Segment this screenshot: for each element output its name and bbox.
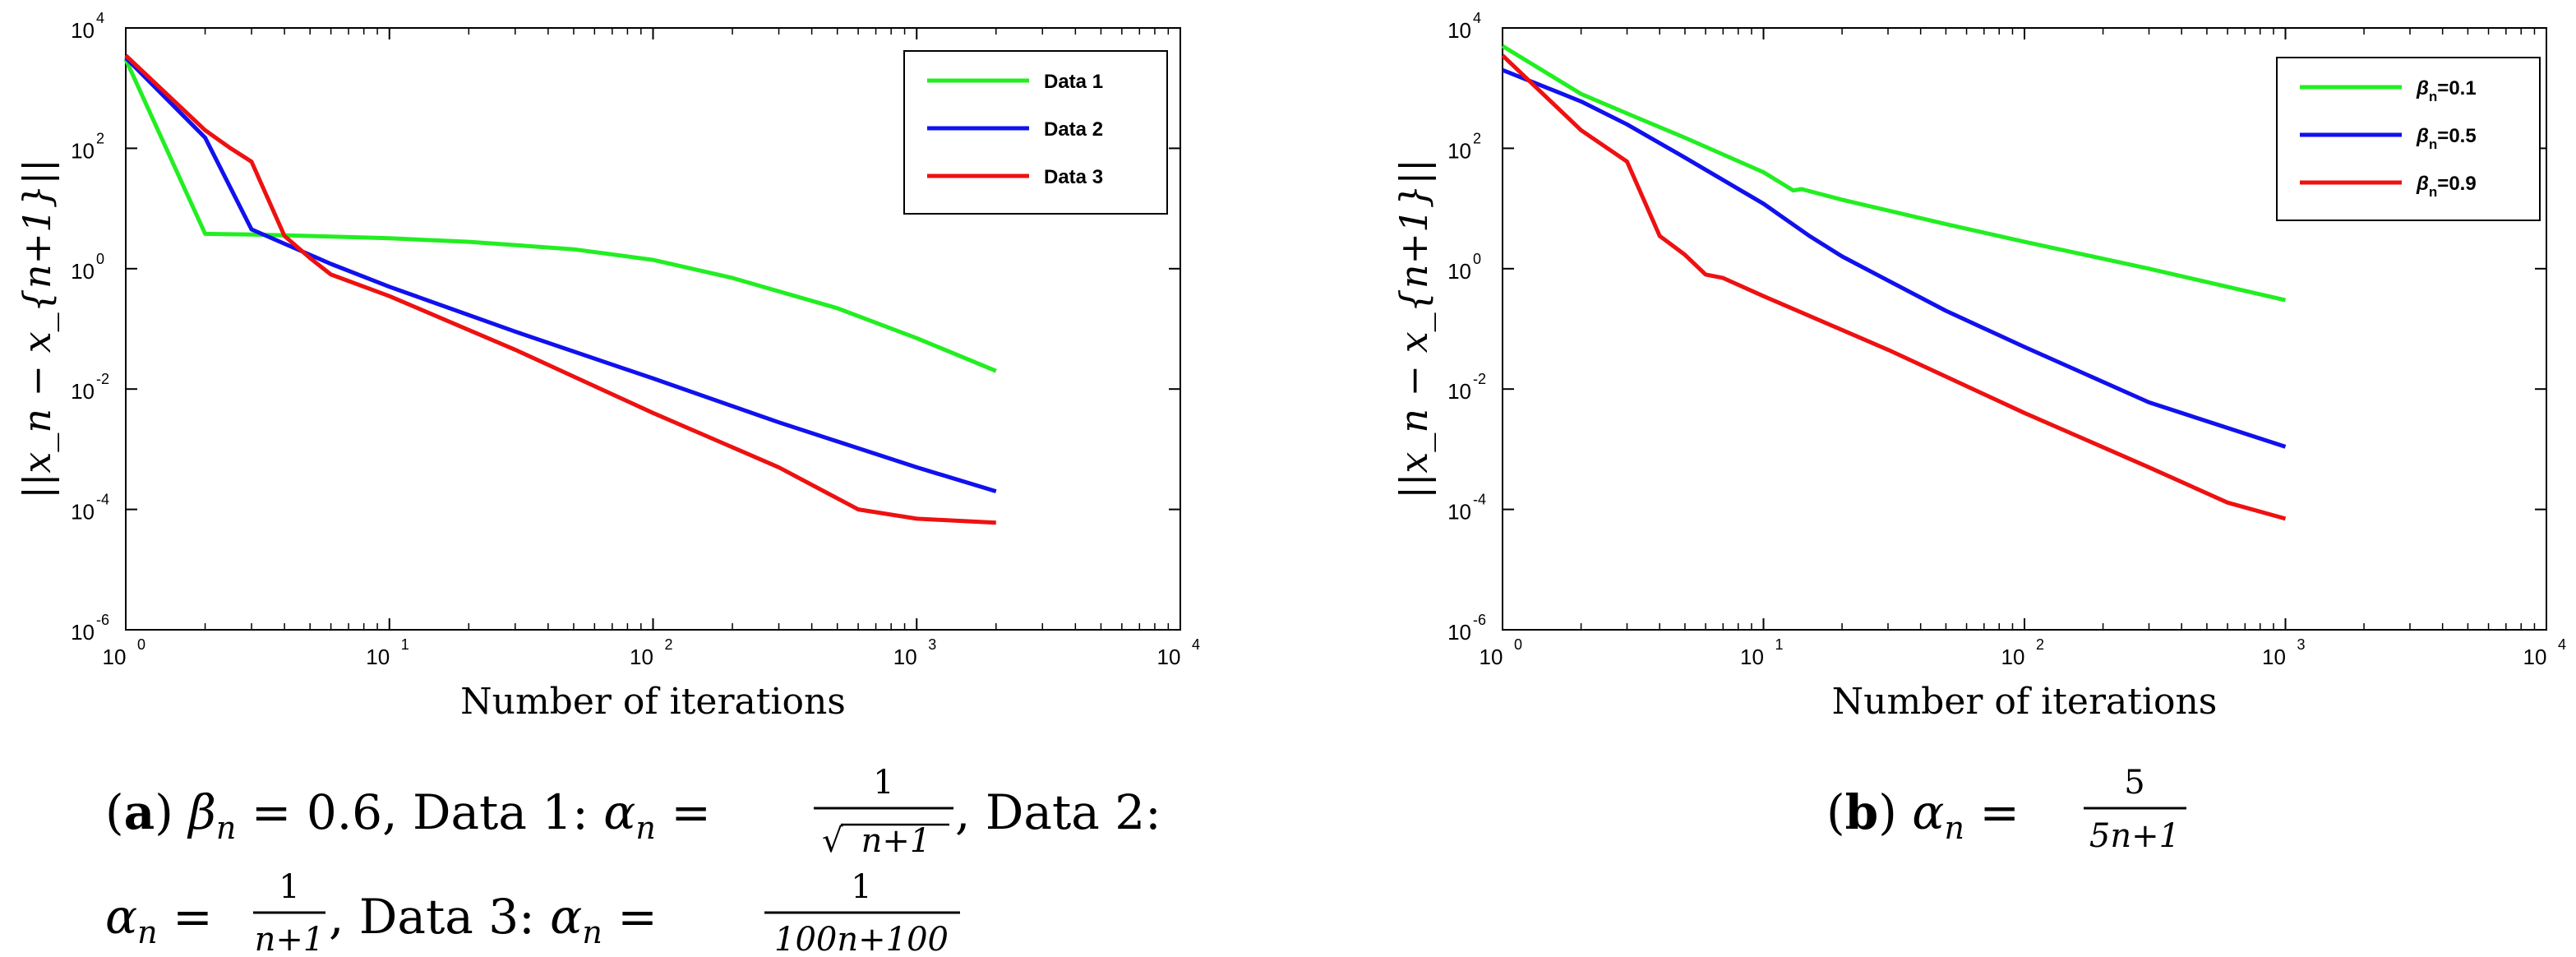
chart-a-y-tick-label: 10 (71, 620, 95, 645)
chart-a-series-line-1 (123, 58, 997, 373)
caption-b: (b) αn = 5 5n+1 (1826, 764, 2186, 855)
chart-b-y-axis-label: ||x_n − x_{n+1}|| (1392, 159, 1436, 498)
caption-a-frac3-den: 100n+100 (774, 921, 949, 957)
chart-a-series-line-2 (124, 56, 997, 493)
chart-a-x-tick-label-exp: 2 (665, 636, 673, 653)
chart-b-x-tick-label-exp: 3 (2297, 636, 2306, 653)
chart-b-y-tick-label-exp: -6 (1473, 612, 1486, 628)
caption-b-label: b (1845, 784, 1879, 840)
chart-a-x-tick-label-exp: 0 (137, 636, 145, 653)
chart-a-y-tick-label: 10 (71, 18, 95, 43)
caption-a: (a) βn = 0.6, Data 1: αn = 1 √ n+1 , Dat… (105, 764, 1161, 957)
chart-a-legend-label-3: Data 3 (1044, 166, 1103, 188)
caption-a-frac2-num: 1 (279, 868, 299, 906)
svg-text:(a) βn = 0.6,: (a) βn = 0.6, Data 1: αn = (105, 784, 711, 846)
chart-b-y-tick-label: 10 (1447, 18, 1471, 43)
chart-b-x-tick-label: 10 (2523, 645, 2547, 669)
chart-a-legend (903, 50, 1168, 215)
chart-a-x-tick-label: 10 (1157, 645, 1181, 669)
chart-a-y-tick-label-exp: 2 (96, 130, 104, 146)
chart-a-legend-label-2: Data 2 (1044, 118, 1103, 141)
chart-a-x-tick-label-exp: 4 (1192, 636, 1200, 653)
chart-b-y-tick-label-exp: 0 (1473, 251, 1481, 267)
caption-a-data1: Data 1: (413, 784, 589, 840)
chart-b-x-tick-label: 10 (2262, 645, 2286, 669)
chart-b-x-tick-label-exp: 2 (2036, 636, 2044, 653)
chart-a-y-tick-label: 10 (71, 138, 95, 163)
chart-a-x-tick-label: 10 (893, 645, 917, 669)
chart-a-y-tick-label-exp: -4 (96, 492, 109, 508)
caption-b-frac-den: 5n+1 (2089, 817, 2180, 855)
chart-a-y-tick-label: 10 (71, 379, 95, 404)
chart-a-legend-label-1: Data 1 (1044, 71, 1103, 93)
chart-b: 10 0 10 1 10 2 10 3 10 410 -610 -410 -210 010 210 4Numb… (1392, 10, 2566, 723)
chart-b-series-line-3 (1501, 53, 2287, 521)
chart-b-y-tick-label-exp: -2 (1473, 371, 1486, 387)
caption-a-frac2-den: n+1 (255, 921, 325, 957)
chart-a: 10 0 10 1 10 2 10 3 10 410 -610 -410 -210 010 210 4Numb… (15, 10, 1200, 723)
chart-b-y-tick-label: 10 (1447, 379, 1471, 404)
chart-a-x-axis-label: Number of iterations (460, 681, 846, 723)
caption-a-label: a (124, 784, 155, 840)
caption-a-frac1-sqrt: √ (822, 822, 843, 860)
chart-b-legend (2276, 57, 2541, 221)
chart-b-y-tick-label: 10 (1447, 138, 1471, 163)
chart-a-x-tick-label-exp: 3 (928, 636, 936, 653)
chart-b-x-tick-label: 10 (1740, 645, 1764, 669)
caption-b-frac-num: 5 (2124, 764, 2144, 802)
caption-a-data2: Data 2: (986, 784, 1161, 840)
chart-b-y-tick-label-exp: 4 (1473, 10, 1481, 26)
chart-a-y-axis-label: ||x_n − x_{n+1}|| (15, 159, 59, 498)
chart-b-x-tick-label-exp: 0 (1514, 636, 1522, 653)
chart-b-x-tick-label-exp: 4 (2558, 636, 2566, 653)
svg-text:, Data 2:: , Data 2: (955, 784, 1161, 840)
chart-a-y-tick-label-exp: -2 (96, 371, 109, 387)
chart-b-y-tick-label-exp: 2 (1473, 130, 1481, 146)
chart-b-legend-label-2: βn=0.5 (2416, 125, 2477, 152)
chart-b-x-axis-label: Number of iterations (1832, 681, 2218, 723)
chart-a-x-tick-label: 10 (103, 645, 127, 669)
chart-b-y-tick-label: 10 (1447, 259, 1471, 284)
caption-a-frac1-num: 1 (873, 764, 893, 802)
chart-b-legend-label-1: βn=0.1 (2416, 77, 2477, 104)
caption-a-frac1-den: n+1 (861, 822, 931, 860)
caption-a-data3: Data 3: (359, 889, 535, 945)
chart-a-x-tick-label: 10 (630, 645, 653, 669)
chart-a-y-tick-label-exp: -6 (96, 612, 109, 628)
chart-a-x-tick-label: 10 (366, 645, 390, 669)
chart-a-y-tick-label-exp: 4 (96, 10, 104, 26)
chart-b-y-tick-label: 10 (1447, 620, 1471, 645)
caption-a-beta: 0.6 (307, 784, 382, 840)
chart-b-series-line-1 (1501, 44, 2287, 303)
chart-b-x-tick-label-exp: 1 (1775, 636, 1784, 653)
chart-b-y-tick-label: 10 (1447, 500, 1471, 525)
chart-b-series-line-2 (1502, 67, 2287, 449)
chart-a-y-tick-label: 10 (71, 259, 95, 284)
chart-b-x-tick-label: 10 (1480, 645, 1503, 669)
chart-a-y-tick-label: 10 (71, 500, 95, 525)
chart-b-legend-label-3: βn=0.9 (2416, 173, 2477, 200)
svg-text:, Data 3: αn =: , Data 3: αn = (329, 889, 658, 950)
chart-b-x-tick-label: 10 (2001, 645, 2025, 669)
chart-a-y-tick-label-exp: 0 (96, 251, 104, 267)
svg-text:(b) αn =: (b) αn = (1826, 784, 2020, 846)
chart-a-x-tick-label-exp: 1 (401, 636, 409, 653)
svg-text:αn =: αn = (105, 889, 213, 950)
chart-b-y-tick-label-exp: -4 (1473, 492, 1486, 508)
caption-a-frac3-num: 1 (851, 868, 871, 906)
chart-a-series-line-3 (124, 53, 996, 525)
